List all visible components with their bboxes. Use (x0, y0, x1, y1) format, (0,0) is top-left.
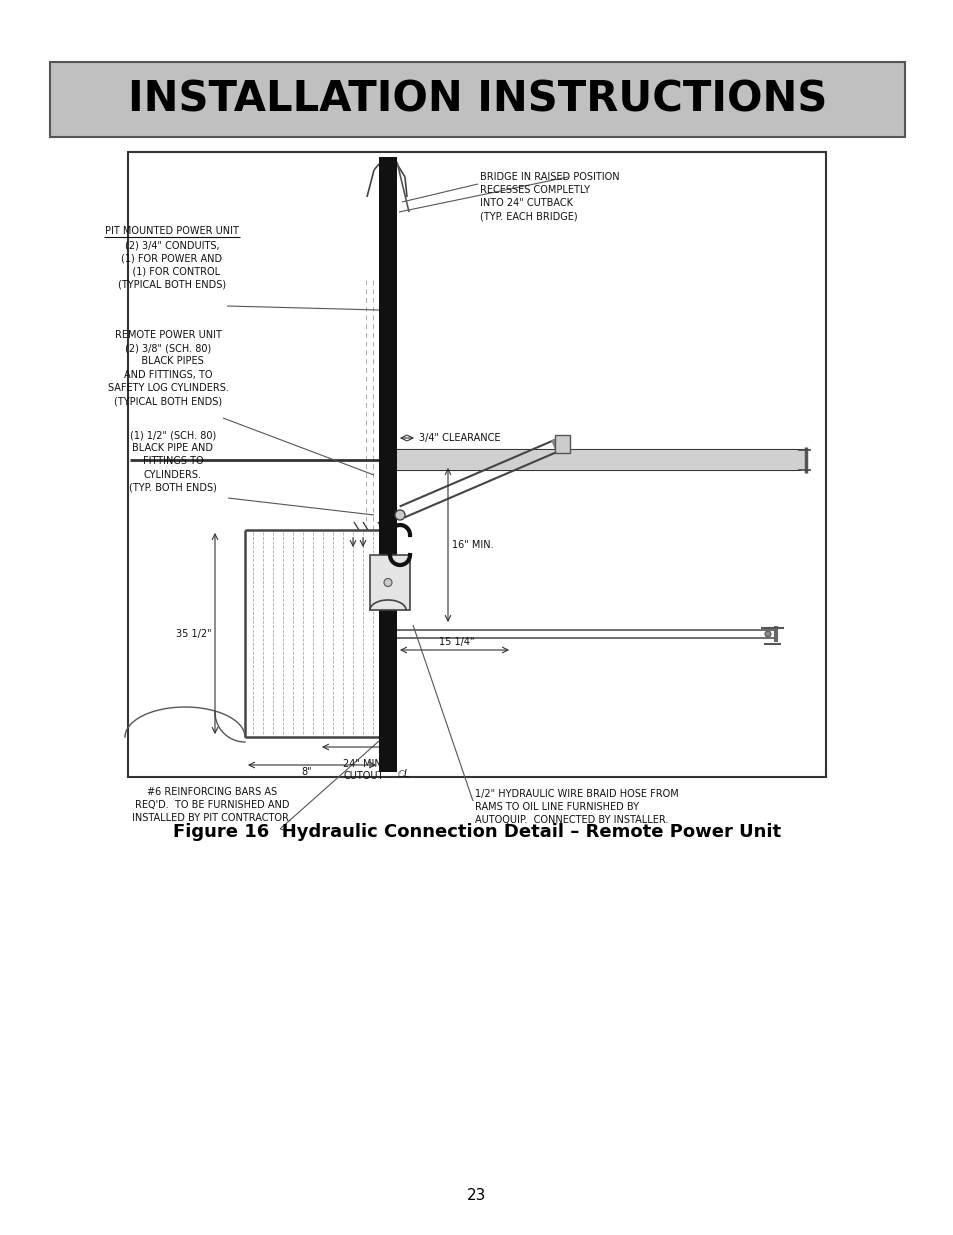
Text: 35 1/2": 35 1/2" (176, 629, 212, 638)
Circle shape (764, 631, 770, 637)
Text: 23: 23 (467, 1188, 486, 1203)
Bar (370, 555, 410, 610)
Polygon shape (396, 450, 805, 471)
Text: $\mathbb{C}$L: $\mathbb{C}$L (396, 767, 410, 779)
Polygon shape (378, 157, 396, 772)
Bar (50, 62, 904, 137)
Text: (1) 1/2" (SCH. 80)
BLACK PIPE AND
FITTINGS TO
CYLINDERS.
(TYP. BOTH ENDS): (1) 1/2" (SCH. 80) BLACK PIPE AND FITTIN… (129, 430, 216, 493)
Text: 1/2" HYDRAULIC WIRE BRAID HOSE FROM
RAMS TO OIL LINE FURNISHED BY
AUTOQUIP.  CON: 1/2" HYDRAULIC WIRE BRAID HOSE FROM RAMS… (475, 789, 678, 825)
Bar (128, 152, 825, 777)
Bar (555, 435, 569, 453)
Circle shape (395, 510, 405, 520)
Text: Figure 16  Hydraulic Connection Detail – Remote Power Unit: Figure 16 Hydraulic Connection Detail – … (172, 823, 781, 841)
Text: 8": 8" (301, 767, 312, 777)
Text: (2) 3/4" CONDUITS,
(1) FOR POWER AND
   (1) FOR CONTROL
(TYPICAL BOTH ENDS): (2) 3/4" CONDUITS, (1) FOR POWER AND (1)… (118, 240, 226, 289)
Text: INSTALLATION INSTRUCTIONS: INSTALLATION INSTRUCTIONS (128, 79, 826, 121)
Circle shape (384, 578, 392, 587)
Text: 16" MIN.: 16" MIN. (452, 540, 493, 550)
Text: REMOTE POWER UNIT
(2) 3/8" (SCH. 80)
   BLACK PIPES
AND FITTINGS, TO
SAFETY LOG : REMOTE POWER UNIT (2) 3/8" (SCH. 80) BLA… (108, 330, 228, 406)
Text: 24" MIN.
CUTOUT: 24" MIN. CUTOUT (343, 760, 384, 781)
Text: PIT MOUNTED POWER UNIT: PIT MOUNTED POWER UNIT (105, 226, 238, 236)
Text: #6 REINFORCING BARS AS
REQ'D.  TO BE FURNISHED AND
INSTALLED BY PIT CONTRACTOR.: #6 REINFORCING BARS AS REQ'D. TO BE FURN… (132, 787, 292, 824)
Text: 3/4" CLEARANCE: 3/4" CLEARANCE (418, 433, 500, 443)
Text: BRIDGE IN RAISED POSITION
RECESSES COMPLETLY
INTO 24" CUTBACK
(TYP. EACH BRIDGE): BRIDGE IN RAISED POSITION RECESSES COMPL… (479, 172, 619, 221)
Text: 15 1/4": 15 1/4" (438, 637, 475, 647)
